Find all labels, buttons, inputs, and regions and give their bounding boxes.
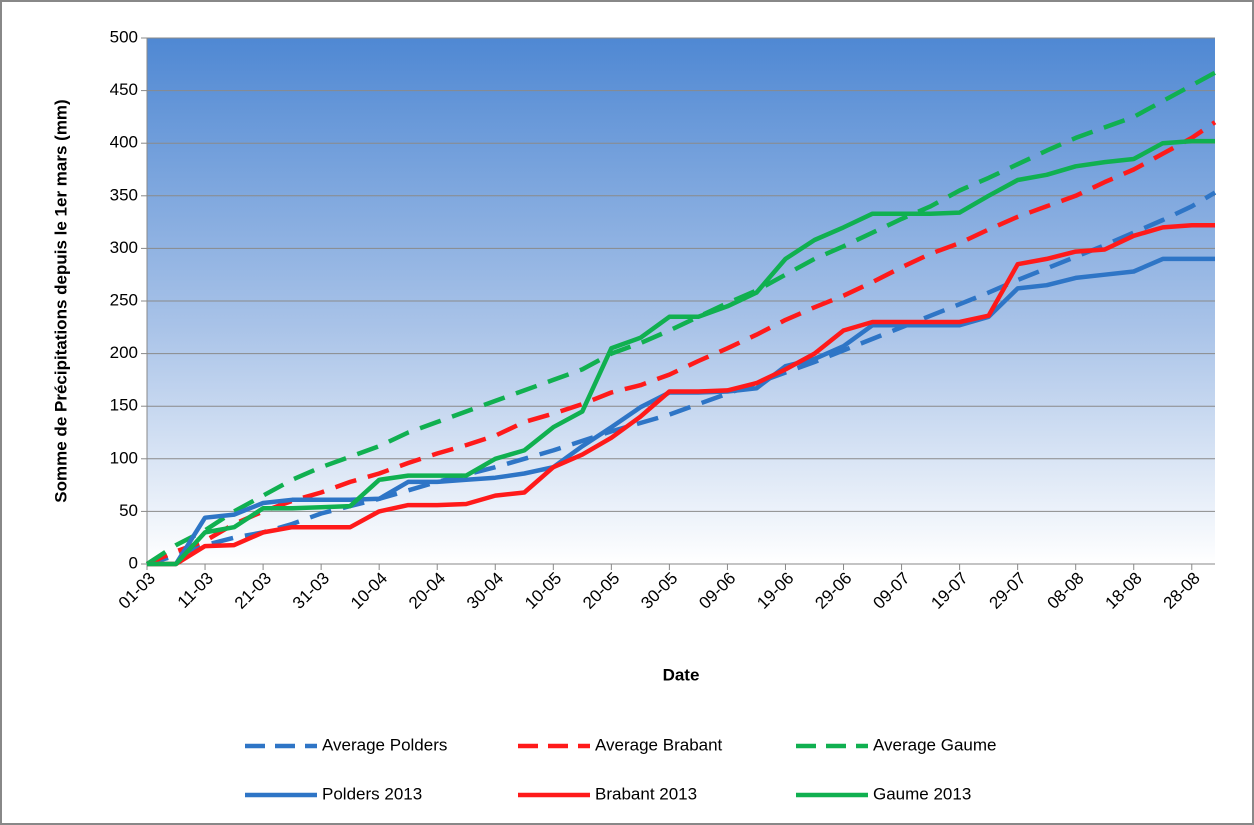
series-line <box>147 223 1215 567</box>
y-tick-label: 350 <box>110 185 138 204</box>
legend-label: Brabant 2013 <box>595 784 697 803</box>
y-tick-label: 0 <box>129 553 138 572</box>
y-tick-label: 200 <box>110 343 138 362</box>
series-line <box>145 70 1217 566</box>
y-tick-label: 250 <box>110 290 138 309</box>
y-tick-label: 500 <box>110 27 138 46</box>
legend-label: Polders 2013 <box>322 784 422 803</box>
series-line <box>146 190 1217 567</box>
legend-label: Average Polders <box>322 735 447 754</box>
y-tick-label: 300 <box>110 238 138 257</box>
series-line <box>146 120 1217 567</box>
y-tick-label: 400 <box>110 133 138 152</box>
x-axis-title: Date <box>663 665 700 684</box>
legend-label: Average Gaume <box>873 735 996 754</box>
legend-label: Gaume 2013 <box>873 784 971 803</box>
y-tick-label: 100 <box>110 448 138 467</box>
y-tick-label: 450 <box>110 80 138 99</box>
legend-label: Average Brabant <box>595 735 723 754</box>
y-tick-label: 150 <box>110 396 138 415</box>
y-tick-label: 50 <box>119 501 138 520</box>
y-axis-title: Somme de Précipitations depuis le 1er ma… <box>51 99 70 502</box>
series-line <box>147 138 1215 567</box>
